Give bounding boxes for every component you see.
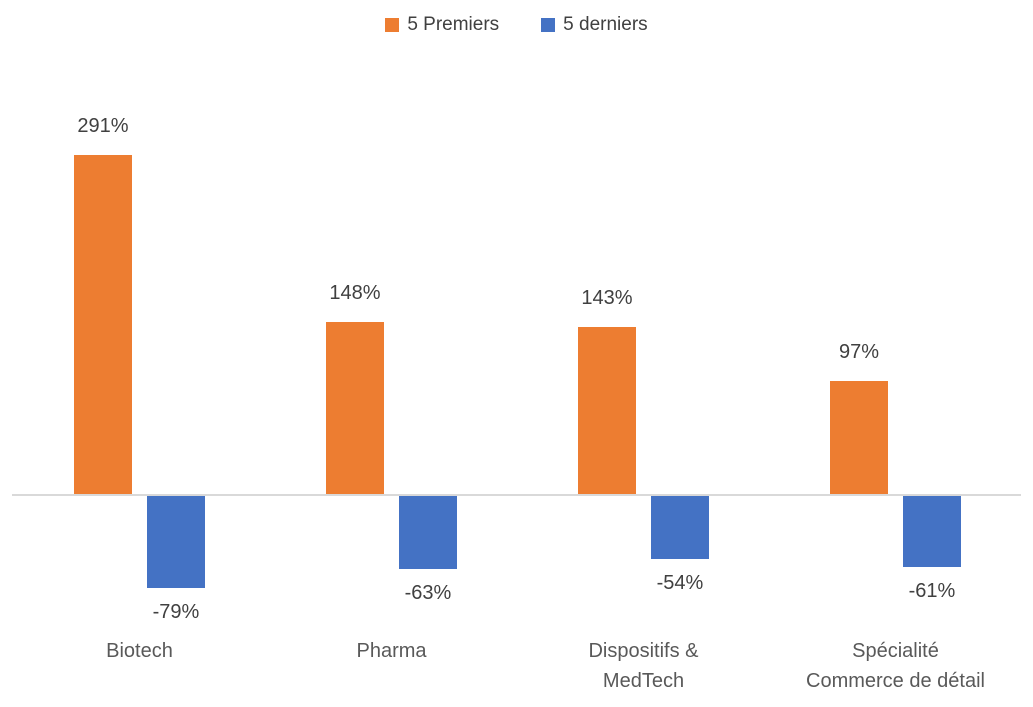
bar-derniers-dispositifs-medtech <box>651 496 709 559</box>
data-label-premiers-1: 148% <box>329 281 381 304</box>
bar-premiers-dispositifs-medtech <box>578 327 636 494</box>
data-label-premiers-2: 143% <box>581 287 633 310</box>
legend-swatch-derniers-icon <box>541 18 556 32</box>
bar-derniers-sp-cialit-commerce-de-d-tail <box>903 496 961 568</box>
x-axis-line <box>12 494 1021 496</box>
legend-label-derniers: 5 derniers <box>563 14 648 35</box>
data-label-premiers-0: 291% <box>77 115 129 137</box>
legend-item-derniers: 5 derniers <box>541 14 648 36</box>
bar-derniers-pharma <box>399 496 457 570</box>
data-label-premiers-3: 97% <box>838 341 880 363</box>
bar-premiers-sp-cialit-commerce-de-d-tail <box>830 381 888 494</box>
data-label-derniers-1: -63% <box>404 582 452 605</box>
category-label-2: Dispositifs & MedTech <box>588 640 699 692</box>
bar-premiers-biotech <box>74 155 132 494</box>
data-label-derniers-3: -61% <box>908 580 956 603</box>
legend-swatch-premiers-icon <box>385 18 400 32</box>
data-label-derniers-2: -54% <box>656 571 704 594</box>
category-label-0: Biotech <box>106 640 173 662</box>
legend-item-premiers: 5 Premiers <box>385 14 499 36</box>
data-label-derniers-0: -79% <box>152 601 200 624</box>
legend-label-premiers: 5 Premiers <box>407 14 500 35</box>
category-label-3: Spécialité Commerce de détail <box>806 640 985 692</box>
bar-derniers-biotech <box>147 496 205 589</box>
chart-legend: 5 Premiers 5 derniers <box>0 14 1033 36</box>
bar-premiers-pharma <box>326 321 384 494</box>
category-label-1: Pharma <box>356 640 427 662</box>
